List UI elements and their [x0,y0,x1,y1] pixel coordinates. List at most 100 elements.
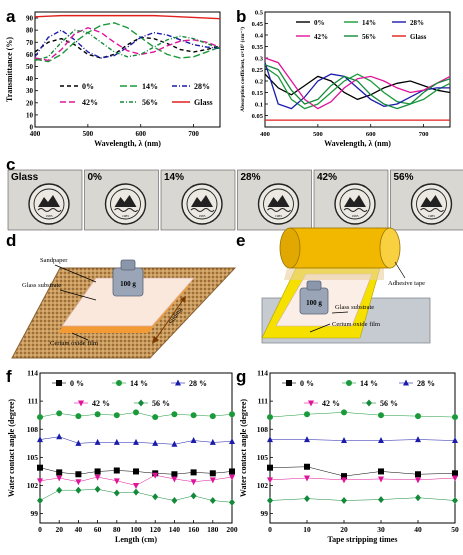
panel-letter-e: e [236,231,245,250]
y-tick-label: 114 [27,369,38,378]
x-axis-label: Tape stripping times [328,535,398,544]
x-tick-label: 60 [94,525,102,534]
data-point [304,411,310,417]
legend-marker [286,380,292,386]
x-tick-label: 500 [313,131,323,138]
legend-marker [346,380,352,386]
weight-top-e [307,281,321,290]
data-point [415,471,421,477]
data-point [378,412,384,418]
legend-label: 14% [362,19,376,27]
x-tick-label: 10 [303,525,311,534]
seal-year: 1985 [428,214,435,218]
data-point [75,413,81,419]
y-tick-label: 105 [257,453,269,462]
x-tick-label: 50 [451,525,459,534]
plot-frame [35,12,220,127]
legend-label: 28% [410,19,424,27]
y-tick-label: 0.2 [255,79,263,86]
data-point [378,468,384,474]
tape-roll-body [290,228,390,268]
y-tick-label: 111 [258,397,269,406]
data-point [452,470,458,476]
data-point [133,468,139,474]
data-point [415,413,421,419]
y-tick-label: 40 [26,75,34,83]
legend-label: 0 % [70,379,84,388]
label-substrate-d: Glass substrate [22,282,61,289]
x-tick-label: 200 [226,525,238,534]
legend-label: 42 % [322,399,340,408]
x-tick-label: 600 [135,130,146,138]
data-point [267,465,273,471]
x-tick-label: 0 [38,525,42,534]
y-tick-label: 50 [26,63,34,71]
label-sandpaper: Sandpaper [40,257,68,264]
x-tick-label: 100 [130,525,142,534]
y-tick-label: 99 [31,509,39,518]
data-point [56,469,62,475]
y-tick-label: 114 [257,369,268,378]
legend-label: 0% [314,19,325,27]
legend-label: 56% [142,98,158,107]
seal-year: 1985 [199,214,206,218]
panel-letter-f: f [6,367,12,386]
y-axis-label: Absorption coefficient, α×10⁵ (cm⁻¹) [239,27,246,112]
legend-label: 28% [194,82,210,91]
weight-label-e: 100 g [306,299,322,307]
pointer-tape [395,262,405,278]
y-tick-label: 102 [257,481,269,490]
seal-year: 1985 [46,214,53,218]
x-tick-label: 40 [414,525,422,534]
schematic-sandpaper: 100 g Sandpaper Glass substrate Cerium o… [12,257,235,358]
legend-label: 56% [362,33,376,41]
y-axis-label: Transmittance (%) [5,37,14,102]
y-tick-label: 0.35 [252,44,264,51]
x-tick-label: 140 [169,525,181,534]
x-tick-label: 80 [113,525,121,534]
data-point [152,414,158,420]
seal-year: 1985 [122,214,129,218]
weight-label-d: 100 g [120,280,136,288]
x-tick-label: 180 [207,525,219,534]
photo-label: 42% [317,172,337,183]
x-tick-label: 160 [188,525,200,534]
label-tape: Adhesive tape [388,280,425,287]
data-point [37,414,43,420]
photo-label: Glass [11,172,39,183]
x-tick-label: 700 [419,131,429,138]
label-film-e: Cerium oxide film [332,321,380,328]
y-tick-label: 10 [26,111,34,119]
x-tick-label: 20 [55,525,63,534]
photo-sample: 1985 14% [161,170,235,230]
legend-marker [116,380,122,386]
y-tick-label: 108 [257,425,269,434]
photo-sample: 1985 Glass [8,170,82,230]
data-point [304,464,310,470]
data-point [229,468,235,474]
data-point [133,409,139,415]
y-tick-label: 105 [27,453,39,462]
y-tick-label: 0.1 [255,102,263,109]
y-tick-label: 60 [26,51,34,59]
data-point [452,414,458,420]
y-tick-label: 90 [26,15,34,23]
y-axis-label: Water contact angle (degree) [7,399,16,497]
tape-roll-left-end [280,228,300,268]
y-tick-label: 20 [26,99,34,107]
y-tick-label: 0.05 [252,113,264,120]
tape-roll-right-end [380,228,400,268]
legend-label: 14 % [360,379,378,388]
photo-label: 14% [164,172,184,183]
panel-letter-g: g [236,367,246,386]
data-point [191,412,197,418]
photo-strip: 1985Glass19850%198514%198528%198542%1985… [8,170,463,230]
panel-letter-a: a [6,7,16,26]
x-tick-label: 40 [75,525,83,534]
data-point [267,414,273,420]
x-axis-label: Wavelength, λ (nm) [94,139,161,148]
data-point [75,471,81,477]
